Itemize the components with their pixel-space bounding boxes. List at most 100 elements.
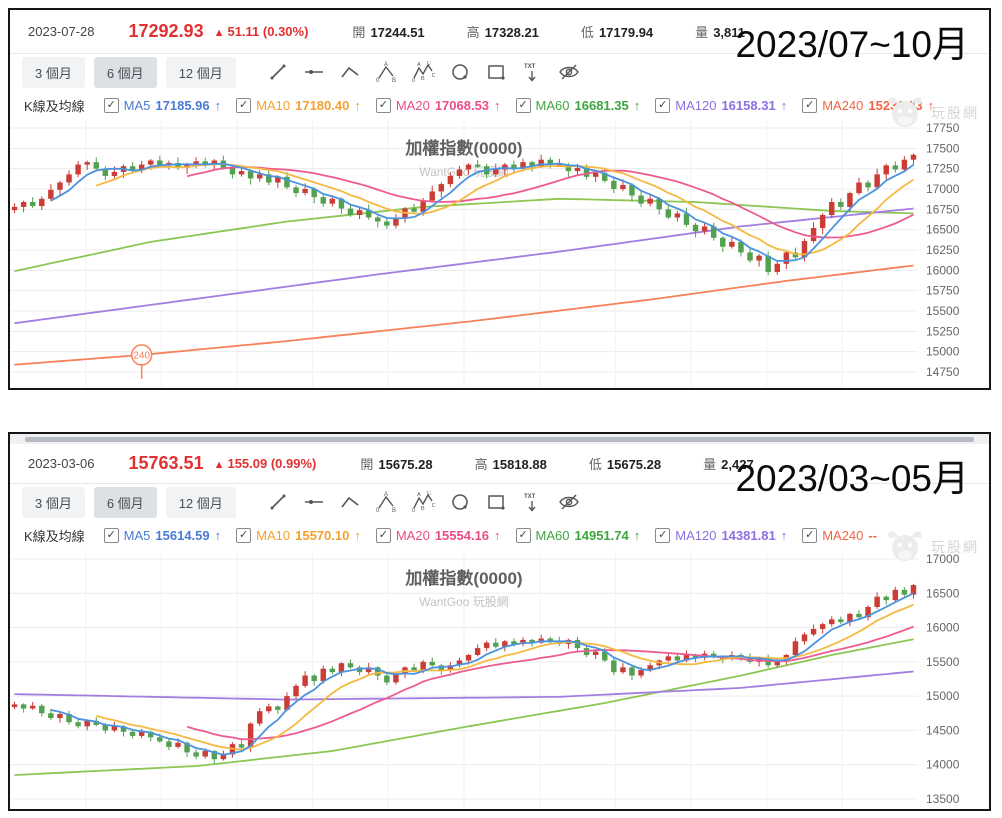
candle[interactable]	[284, 692, 290, 712]
candle[interactable]	[356, 207, 363, 220]
candle[interactable]	[20, 200, 27, 213]
candle[interactable]	[429, 657, 435, 668]
candle[interactable]	[801, 632, 808, 645]
text-annotation-icon[interactable]: TXT	[521, 491, 543, 513]
candle[interactable]	[456, 657, 463, 668]
ma60-checkbox[interactable]: ✓	[515, 527, 531, 543]
candle[interactable]	[247, 169, 254, 185]
candle[interactable]	[84, 160, 90, 170]
candle[interactable]	[356, 665, 363, 676]
rectangle-draw-icon[interactable]	[485, 61, 507, 83]
period-button-12m[interactable]: 12 個月	[165, 486, 236, 518]
candle[interactable]	[892, 586, 899, 603]
ma20-checkbox[interactable]: ✓	[375, 527, 391, 543]
candle[interactable]	[166, 739, 172, 751]
candle[interactable]	[11, 701, 18, 710]
candle[interactable]	[293, 683, 299, 700]
candle[interactable]	[892, 161, 899, 173]
candle[interactable]	[39, 703, 45, 717]
candle[interactable]	[883, 163, 889, 181]
candle[interactable]	[411, 203, 417, 214]
candle[interactable]	[365, 204, 372, 220]
period-button-6m[interactable]: 6 個月	[93, 56, 157, 88]
candle[interactable]	[511, 160, 517, 172]
candle[interactable]	[447, 171, 454, 188]
text-annotation-icon[interactable]: TXT	[521, 61, 543, 83]
candle[interactable]	[329, 665, 336, 675]
candle[interactable]	[384, 217, 390, 229]
rectangle-draw-icon[interactable]	[485, 491, 507, 513]
candlestick-chart[interactable]: 17750 17500 17250 17000 16750 16500 16250 16000…	[10, 120, 989, 388]
hide-drawings-icon[interactable]	[557, 61, 581, 83]
circle-draw-icon[interactable]	[449, 61, 471, 83]
candle[interactable]	[493, 638, 499, 649]
candle[interactable]	[438, 663, 445, 675]
candle[interactable]	[39, 196, 45, 211]
wave-0abcd-icon[interactable]: 0 A B CD	[411, 61, 435, 83]
candle[interactable]	[66, 170, 72, 186]
candle[interactable]	[275, 705, 281, 714]
candle[interactable]	[238, 739, 245, 750]
candle[interactable]	[474, 644, 481, 657]
candle[interactable]	[883, 595, 889, 605]
candle[interactable]	[565, 638, 572, 649]
candle[interactable]	[193, 749, 199, 760]
candle[interactable]	[502, 639, 508, 652]
candle[interactable]	[774, 260, 780, 275]
candle[interactable]	[338, 662, 345, 677]
candle[interactable]	[756, 253, 762, 267]
candle[interactable]	[647, 195, 653, 207]
candle[interactable]	[129, 162, 136, 174]
candle[interactable]	[847, 612, 853, 627]
wave-0ab-icon[interactable]: 0 A B	[375, 61, 397, 83]
candle[interactable]	[792, 637, 799, 657]
candle[interactable]	[829, 197, 835, 219]
candle[interactable]	[220, 750, 227, 761]
candle[interactable]	[438, 182, 445, 198]
candle[interactable]	[474, 159, 481, 169]
candle[interactable]	[266, 703, 272, 714]
candle[interactable]	[29, 197, 36, 208]
candle[interactable]	[620, 662, 626, 674]
horizontal-line-icon[interactable]	[303, 491, 325, 513]
candle[interactable]	[520, 637, 526, 647]
period-button-3m[interactable]: 3 個月	[22, 486, 85, 518]
candle[interactable]	[375, 215, 381, 228]
ma10-checkbox[interactable]: ✓	[236, 527, 252, 543]
ma60-checkbox[interactable]: ✓	[515, 97, 531, 113]
candle[interactable]	[856, 610, 862, 619]
angle-line-icon[interactable]	[339, 491, 361, 513]
candle[interactable]	[638, 191, 644, 207]
candle[interactable]	[138, 160, 145, 174]
candle[interactable]	[838, 198, 844, 210]
ma20-checkbox[interactable]: ✓	[375, 97, 391, 113]
candle[interactable]	[629, 183, 635, 202]
hide-drawings-icon[interactable]	[557, 491, 581, 513]
candle[interactable]	[311, 674, 317, 686]
candle[interactable]	[311, 187, 317, 204]
candle[interactable]	[75, 719, 81, 729]
candle[interactable]	[20, 703, 27, 713]
candle[interactable]	[910, 583, 917, 599]
candle[interactable]	[611, 178, 617, 194]
candle[interactable]	[810, 222, 817, 244]
candle[interactable]	[592, 650, 599, 660]
candle[interactable]	[384, 672, 390, 686]
candle[interactable]	[411, 663, 417, 672]
candle[interactable]	[592, 171, 599, 183]
candle[interactable]	[611, 658, 617, 676]
candle[interactable]	[665, 204, 672, 220]
candle[interactable]	[229, 742, 236, 758]
candle[interactable]	[402, 666, 408, 679]
candle[interactable]	[29, 701, 36, 710]
candle[interactable]	[256, 170, 263, 182]
candle[interactable]	[856, 177, 862, 195]
candle[interactable]	[75, 160, 81, 178]
horizontal-line-icon[interactable]	[303, 61, 325, 83]
candle[interactable]	[674, 210, 681, 222]
candle[interactable]	[111, 721, 118, 733]
ma5-checkbox[interactable]: ✓	[103, 527, 119, 543]
candle[interactable]	[393, 213, 399, 229]
candle[interactable]	[347, 659, 354, 669]
candle[interactable]	[66, 710, 72, 725]
